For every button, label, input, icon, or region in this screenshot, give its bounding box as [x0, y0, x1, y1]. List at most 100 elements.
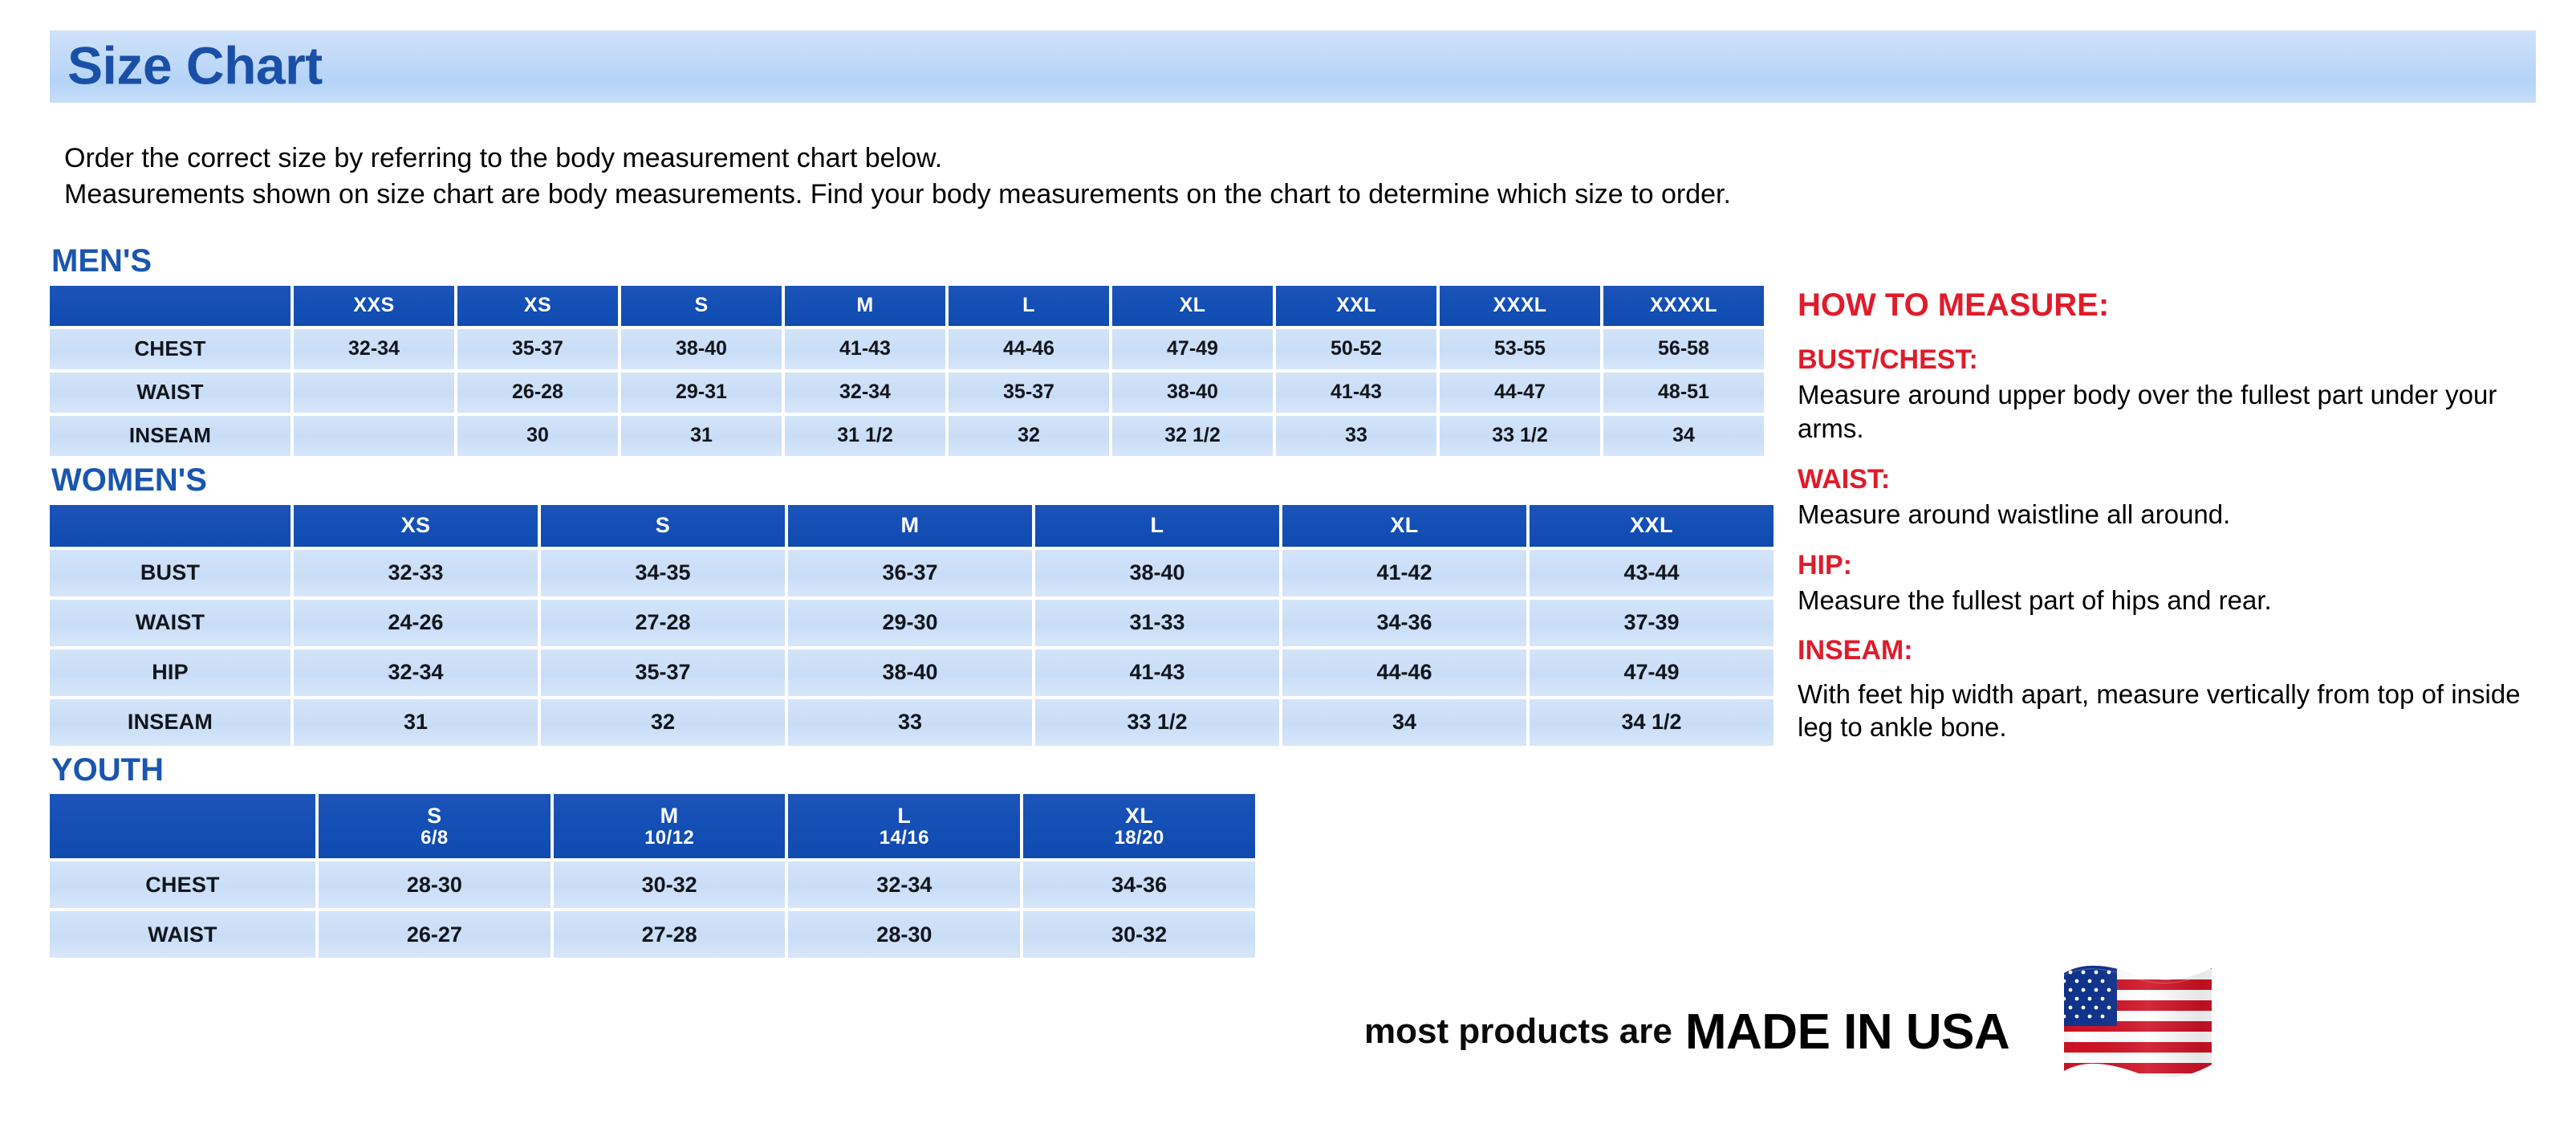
mens-cell: 32-34 [294, 328, 454, 369]
womens-header-xl: XL [1282, 504, 1526, 547]
table-row: WAIST 26-27 27-28 28-30 30-32 [50, 911, 1255, 959]
table-row: CHEST 28-30 30-32 32-34 34-36 [50, 861, 1255, 909]
womens-row-label-inseam: INSEAM [50, 698, 291, 746]
youth-header-row: S 6/8 M 10/12 L 14/16 XL 18/20 [50, 794, 1255, 859]
mens-cell: 31 [621, 415, 782, 456]
table-row: WAIST 24-26 27-28 29-30 31-33 34-36 37-3… [50, 599, 1774, 646]
mens-cell-empty [294, 415, 454, 456]
intro-line-1: Order the correct size by referring to t… [64, 143, 943, 173]
title-banner: Size Chart [50, 31, 2536, 103]
mens-header-l: L [949, 285, 1109, 326]
womens-cell: 41-43 [1035, 649, 1279, 696]
how-to-measure-title: HOW TO MEASURE: [1798, 287, 2110, 323]
womens-cell: 35-37 [541, 649, 785, 696]
mens-header-xs: XS [457, 285, 618, 326]
youth-cell: 30-32 [1023, 911, 1255, 959]
mens-header-xxxxl: XXXXL [1603, 285, 1764, 326]
mens-row-label-chest: CHEST [50, 328, 291, 369]
table-row: INSEAM 30 31 31 1/2 32 32 1/2 33 33 1/2 … [50, 415, 1764, 456]
womens-cell: 32 [541, 698, 785, 746]
womens-cell: 34-35 [541, 549, 785, 597]
womens-header-s: S [541, 504, 785, 547]
youth-header-xl-ages: 18/20 [1114, 827, 1164, 849]
measure-term-hip: HIP: [1798, 549, 1852, 580]
intro-text: Order the correct size by referring to t… [64, 140, 2536, 213]
mens-header-xxl: XXL [1276, 285, 1436, 326]
measure-item-hip: HIP: Measure the fullest part of hips an… [1798, 549, 2552, 617]
youth-cell: 28-30 [788, 911, 1021, 959]
womens-cell: 36-37 [788, 549, 1032, 597]
womens-cell: 34-36 [1282, 599, 1526, 646]
youth-header-s-ages: 6/8 [421, 827, 449, 849]
mens-section-heading: MEN'S [51, 243, 152, 279]
how-to-measure-panel: HOW TO MEASURE: BUST/CHEST: Measure arou… [1798, 289, 2552, 744]
table-row: BUST 32-33 34-35 36-37 38-40 41-42 43-44 [50, 549, 1774, 597]
womens-cell: 43-44 [1530, 549, 1774, 597]
youth-cell: 30-32 [553, 861, 786, 909]
youth-header-m-ages: 10/12 [644, 827, 695, 849]
womens-header-xxl: XXL [1530, 504, 1774, 547]
mens-cell: 26-28 [457, 372, 618, 413]
usa-flag-icon [2030, 955, 2243, 1108]
mens-row-label-waist: WAIST [50, 372, 291, 413]
mens-cell: 44-46 [949, 328, 1109, 369]
womens-cell: 38-40 [788, 649, 1032, 696]
mens-cell: 47-49 [1112, 328, 1273, 369]
youth-cell: 34-36 [1023, 861, 1255, 909]
youth-cell: 26-27 [319, 911, 551, 959]
womens-row-label-bust: BUST [50, 549, 291, 597]
mens-cell: 38-40 [1112, 372, 1273, 413]
womens-header-row: XS S M L XL XXL [50, 504, 1774, 547]
mens-cell: 38-40 [621, 328, 782, 369]
mens-cell: 44-47 [1440, 372, 1600, 413]
youth-header-m-size: M [660, 803, 679, 828]
mens-cell: 34 [1603, 415, 1764, 456]
womens-cell: 37-39 [1530, 599, 1774, 646]
table-row: INSEAM 31 32 33 33 1/2 34 34 1/2 [50, 698, 1774, 746]
youth-header-l-size: L [897, 803, 912, 828]
mens-header-m: M [785, 285, 945, 326]
youth-row-label-waist: WAIST [50, 911, 315, 959]
womens-cell: 34 [1282, 698, 1526, 746]
made-in-usa-prefix: most products are [1364, 1012, 1672, 1051]
made-in-usa-label: MADE IN USA [1684, 1004, 2010, 1060]
womens-cell: 32-34 [294, 649, 538, 696]
youth-header-s-size: S [427, 803, 442, 828]
mens-cell: 32 1/2 [1112, 415, 1273, 456]
womens-size-table: XS S M L XL XXL BUST 32-33 34-35 36-37 3… [47, 502, 1777, 749]
womens-row-label-waist: WAIST [50, 599, 291, 646]
youth-cell: 27-28 [553, 911, 786, 959]
mens-cell: 35-37 [457, 328, 618, 369]
table-row: CHEST 32-34 35-37 38-40 41-43 44-46 47-4… [50, 328, 1764, 369]
youth-header-l-ages: 14/16 [879, 827, 929, 849]
womens-cell: 24-26 [294, 599, 538, 646]
womens-cell: 38-40 [1035, 549, 1279, 597]
mens-size-table: XXS XS S M L XL XXL XXXL XXXXL CHEST 32-… [47, 283, 1767, 459]
womens-cell: 29-30 [788, 599, 1032, 646]
measure-item-bust-chest: BUST/CHEST: Measure around upper body ov… [1798, 344, 2552, 446]
mens-cell: 31 1/2 [785, 415, 945, 456]
measure-term-inseam: INSEAM: [1798, 635, 1913, 666]
mens-cell: 50-52 [1276, 328, 1436, 369]
mens-header-s: S [621, 285, 782, 326]
made-in-usa-row: most products are MADE IN USA [1364, 955, 2560, 1108]
table-row: WAIST 26-28 29-31 32-34 35-37 38-40 41-4… [50, 372, 1764, 413]
table-row: HIP 32-34 35-37 38-40 41-43 44-46 47-49 [50, 649, 1774, 696]
measure-item-inseam: INSEAM: With feet hip width apart, measu… [1798, 636, 2552, 744]
measure-desc-inseam: With feet hip width apart, measure verti… [1798, 678, 2521, 743]
womens-header-blank [50, 504, 291, 547]
mens-cell: 33 [1276, 415, 1436, 456]
youth-header-s: S 6/8 [319, 794, 551, 859]
mens-header-blank [50, 285, 291, 326]
womens-cell: 47-49 [1530, 649, 1774, 696]
youth-section-heading: YOUTH [51, 751, 164, 788]
womens-section-heading: WOMEN'S [51, 462, 207, 498]
womens-header-m: M [788, 504, 1032, 547]
mens-row-label-inseam: INSEAM [50, 415, 291, 456]
mens-header-xxxl: XXXL [1440, 285, 1600, 326]
mens-cell: 35-37 [949, 372, 1109, 413]
mens-cell: 56-58 [1603, 328, 1764, 369]
youth-header-xl: XL 18/20 [1023, 794, 1255, 859]
womens-cell: 33 1/2 [1035, 698, 1279, 746]
womens-cell: 31 [294, 698, 538, 746]
